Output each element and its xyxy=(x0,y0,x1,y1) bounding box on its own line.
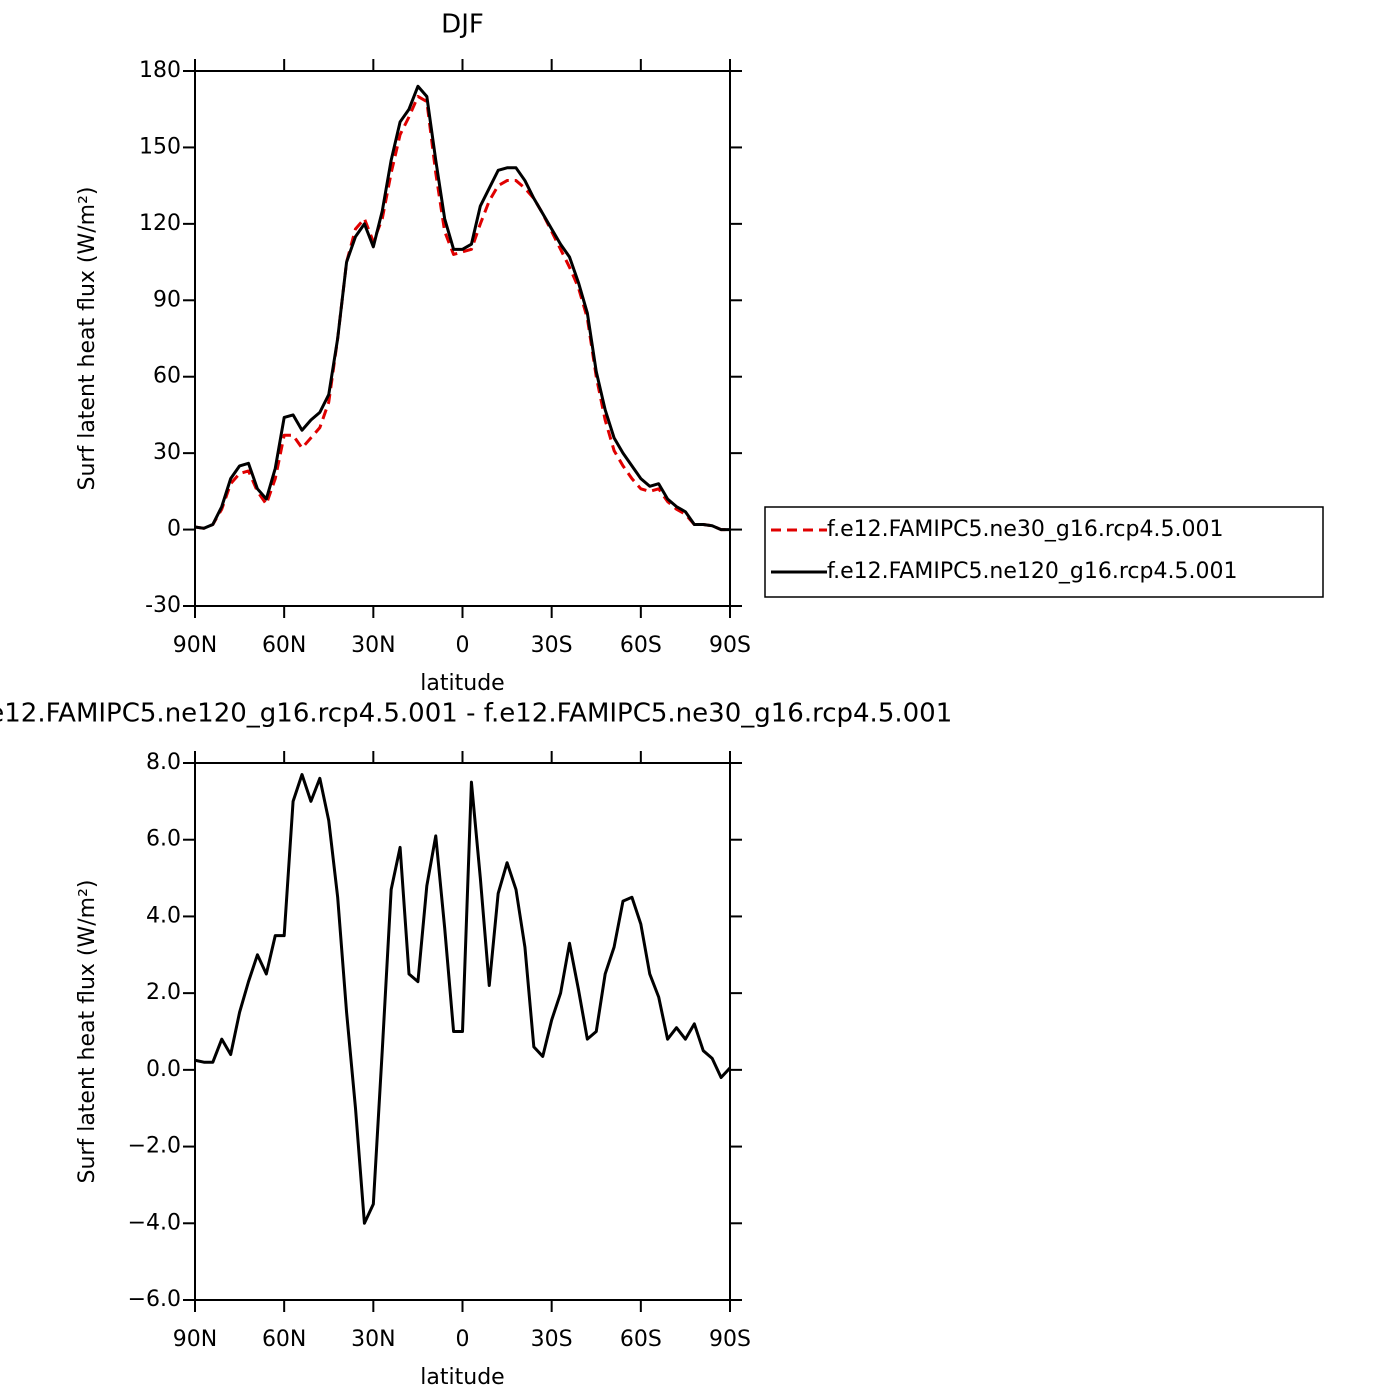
y-tick-label: 0.0 xyxy=(146,1057,181,1082)
x-tick-label: 30N xyxy=(351,633,395,658)
x-tick-label: 60N xyxy=(262,1327,306,1352)
y-axis-label: Surf latent heat flux (W/m²) xyxy=(75,187,100,491)
y-tick-label: 120 xyxy=(139,211,181,236)
series-line xyxy=(194,773,732,1225)
y-tick-label: −6.0 xyxy=(128,1287,181,1312)
y-tick-label: −4.0 xyxy=(128,1210,181,1235)
x-tick-label: 30S xyxy=(531,633,573,658)
x-tick-label: 60N xyxy=(262,633,306,658)
plot-frame xyxy=(194,762,731,1301)
y-tick-label: 4.0 xyxy=(146,903,181,928)
y-tick-label: 30 xyxy=(153,440,181,465)
legend-box xyxy=(764,506,1324,598)
series-line xyxy=(194,84,730,532)
x-tick-label: 60S xyxy=(620,633,662,658)
x-tick-label: 90S xyxy=(709,633,751,658)
y-tick-label: 60 xyxy=(153,364,181,389)
y-tick-label: 180 xyxy=(139,58,181,83)
plot-frame xyxy=(194,70,731,607)
chart-title: DJF xyxy=(441,10,484,40)
x-tick-label: 90N xyxy=(173,633,217,658)
x-tick-label: 90N xyxy=(173,1327,217,1352)
x-axis-label: latitude xyxy=(420,1365,504,1390)
series-line xyxy=(194,94,730,532)
chart-title: f.e12.FAMIPC5.ne120_g16.rcp4.5.001 - f.e… xyxy=(0,699,952,729)
x-axis-label: latitude xyxy=(420,671,504,696)
x-tick-label: 60S xyxy=(620,1327,662,1352)
x-tick-label: 0 xyxy=(456,633,470,658)
y-tick-label: -30 xyxy=(145,593,181,618)
y-tick-label: 150 xyxy=(139,134,181,159)
x-tick-label: 30N xyxy=(351,1327,395,1352)
x-tick-label: 90S xyxy=(709,1327,751,1352)
legend-label: f.e12.FAMIPC5.ne120_g16.rcp4.5.001 xyxy=(827,559,1237,584)
y-tick-label: 0 xyxy=(167,517,181,542)
y-tick-label: 6.0 xyxy=(146,827,181,852)
y-tick-label: −2.0 xyxy=(128,1134,181,1159)
x-tick-label: 30S xyxy=(531,1327,573,1352)
y-tick-label: 90 xyxy=(153,287,181,312)
legend-label: f.e12.FAMIPC5.ne30_g16.rcp4.5.001 xyxy=(827,517,1223,542)
y-tick-label: 8.0 xyxy=(146,750,181,775)
y-tick-label: 2.0 xyxy=(146,980,181,1005)
y-axis-label: Surf latent heat flux (W/m²) xyxy=(75,880,100,1184)
x-tick-label: 0 xyxy=(456,1327,470,1352)
